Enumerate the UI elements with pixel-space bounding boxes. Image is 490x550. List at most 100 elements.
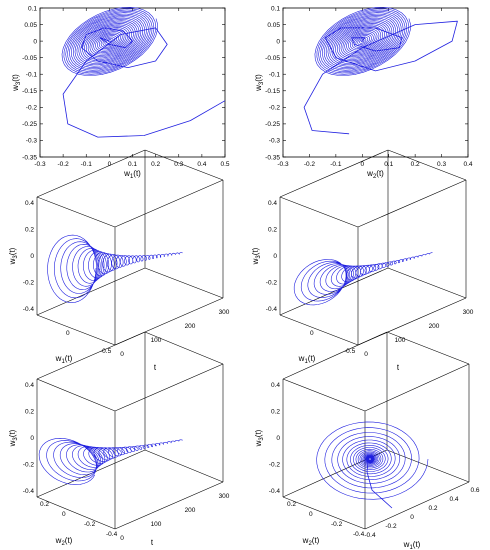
w-tick-label: 0 [66, 330, 70, 337]
z-tick-label: 0.2 [271, 408, 280, 415]
t-tick-label: 100 [151, 337, 162, 344]
y-axis-label: w3(t) [11, 74, 22, 92]
z-axis-label: w3(t) [251, 247, 262, 265]
w-tick-label: -0.4 [106, 531, 118, 538]
t-tick-label: 300 [219, 309, 230, 316]
t-tick-label: 200 [429, 323, 440, 330]
x-tick-label: 0.2 [411, 161, 420, 168]
x-axis-label: w1(t) [403, 540, 421, 550]
z-tick-label: -0.4 [269, 488, 281, 495]
y-tick-label: 0.05 [24, 22, 37, 29]
z-tick-label: 0.4 [268, 200, 277, 207]
box-edge [279, 196, 359, 228]
z-tick-label: 0.2 [268, 226, 277, 233]
y-axis-label: w1(t) [298, 354, 316, 365]
box-edge [386, 331, 470, 365]
box-edge [144, 449, 224, 483]
w-tick-label: 0 [310, 330, 314, 337]
w-tick-label: -0.2 [84, 521, 96, 528]
y-tick-label: -0.15 [22, 88, 37, 95]
box-edge [36, 267, 146, 316]
box-edge [282, 331, 388, 380]
z-tick-label: -0.2 [269, 462, 281, 469]
z-tick-label: -0.4 [23, 488, 35, 495]
box-edge [144, 267, 224, 299]
x-tick-label: -0.1 [330, 161, 342, 168]
x-tick-label: -0.2 [385, 523, 397, 530]
y-tick-label: 0.1 [28, 5, 37, 12]
z-axis-label: w3(t) [8, 429, 19, 447]
box-edge [36, 196, 116, 228]
box-edge [387, 267, 467, 299]
y-tick-label: -0.1 [26, 72, 38, 79]
z-tick-label: -0.4 [23, 306, 35, 313]
y-tick-label: 0.05 [267, 22, 280, 29]
y-axis-label: w1(t) [55, 354, 73, 365]
series-line [293, 252, 433, 306]
x-tick-label: 0.3 [437, 161, 446, 168]
series-line [303, 20, 458, 135]
t-tick-label: 0 [120, 535, 124, 542]
w-tick-label: -0.2 [331, 521, 343, 528]
box-edge [114, 363, 224, 412]
z-tick-label: 0.4 [271, 382, 280, 389]
box-edge [144, 149, 224, 181]
y-tick-label: -0.15 [265, 88, 280, 95]
w-tick-label: 0 [309, 511, 313, 518]
w-tick-label: -0.5 [100, 348, 112, 355]
w-tick-label: 0.2 [287, 501, 296, 508]
y-axis-label: w3(t) [254, 74, 265, 92]
x-tick-label: 0.4 [449, 496, 458, 503]
z-tick-label: 0.2 [25, 226, 34, 233]
panel-top-right: -0.3 -0.2 -0.1 0 0.1 0.2 0.3 0.4 0.1 0.05 0 -0.05 -0… [254, 5, 473, 180]
x-tick-label: 0 [360, 161, 364, 168]
box-edge [114, 481, 224, 530]
series-tail [366, 461, 393, 509]
w-tick-label: -0.4 [353, 531, 365, 538]
y-tick-label: 0 [33, 38, 37, 45]
t-axis-label: t [154, 363, 157, 372]
z-tick-label: -0.2 [23, 462, 35, 469]
x-tick-label: 0.1 [384, 161, 393, 168]
x-tick-label: -0.4 [364, 532, 376, 539]
z-tick-label: 0.4 [25, 382, 34, 389]
y-tick-label: -0.35 [22, 154, 37, 161]
box-edge [282, 378, 366, 412]
box-edge [36, 378, 116, 412]
plot-frame [282, 7, 469, 158]
box-edge [279, 314, 359, 346]
y-tick-label: -0.2 [269, 105, 281, 112]
x-tick-label: -0.1 [81, 161, 93, 168]
y-tick-label: -0.25 [22, 121, 37, 128]
box-edge [36, 149, 146, 198]
z-axis-label: w3(t) [254, 429, 265, 447]
box-edge [279, 149, 389, 198]
x-tick-label: 0.5 [220, 161, 229, 168]
x-axis-label: w1(t) [123, 169, 141, 180]
t-tick-label: 0 [120, 351, 124, 358]
z-tick-label: -0.2 [23, 280, 35, 287]
z-tick-label: 0 [30, 253, 34, 260]
box-edge [357, 179, 467, 228]
y-tick-label: -0.25 [265, 121, 280, 128]
t-tick-label: 0 [364, 351, 368, 358]
series-line [316, 421, 429, 500]
z-tick-label: 0 [273, 253, 277, 260]
z-tick-label: -0.2 [266, 280, 278, 287]
t-tick-label: 100 [151, 521, 162, 528]
t-tick-label: 300 [219, 493, 230, 500]
series-line [38, 437, 183, 485]
x-tick-label: 0.2 [428, 505, 437, 512]
z-tick-label: 0 [30, 435, 34, 442]
x-tick-label: 0.1 [128, 161, 137, 168]
panel-bottom-right: 0.4 0.2 0 -0.2 -0.4 w3(t) -0.4 -0.2 0 0.2 0.4 0.6 w1… [254, 331, 480, 550]
z-tick-label: -0.4 [266, 306, 278, 313]
x-tick-label: 0 [108, 161, 112, 168]
x-tick-label: -0.3 [34, 161, 46, 168]
box-edge [36, 314, 116, 346]
y-tick-label: 0.1 [271, 5, 280, 12]
t-axis-label: t [151, 538, 154, 547]
z-tick-label: 0.4 [25, 200, 34, 207]
t-tick-label: 200 [185, 507, 196, 514]
